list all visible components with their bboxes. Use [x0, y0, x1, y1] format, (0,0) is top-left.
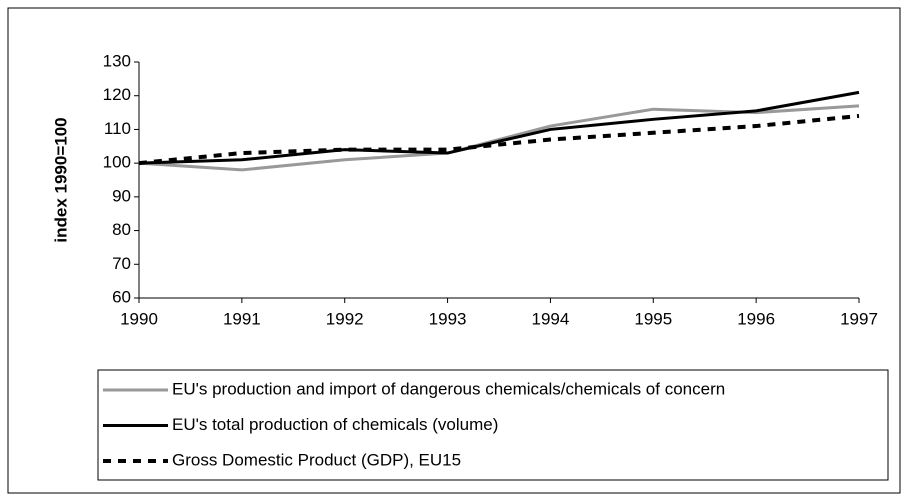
y-tick-label: 60	[112, 287, 131, 306]
x-tick-label: 1997	[840, 309, 878, 328]
y-tick-label: 120	[103, 85, 131, 104]
legend-label: EU's production and import of dangerous …	[172, 379, 725, 398]
y-tick-label: 110	[104, 119, 131, 138]
y-tick-label: 100	[103, 153, 131, 172]
x-tick-label: 1991	[223, 309, 261, 328]
x-tick-label: 1996	[737, 309, 775, 328]
y-tick-label: 80	[112, 220, 131, 239]
y-tick-label: 90	[112, 186, 131, 205]
y-tick-label: 130	[103, 51, 131, 70]
x-tick-label: 1993	[429, 309, 467, 328]
legend-label: Gross Domestic Product (GDP), EU15	[172, 450, 461, 469]
series-line	[138, 90, 860, 165]
x-tick-label: 1994	[532, 309, 570, 328]
y-axis-label: index 1990=100	[51, 117, 70, 242]
x-tick-label: 1995	[634, 309, 672, 328]
legend-label: EU's total production of chemicals (volu…	[172, 415, 498, 434]
y-tick-label: 70	[112, 254, 131, 273]
legend	[97, 369, 889, 481]
x-tick-label: 1992	[326, 309, 364, 328]
x-tick-label: 1990	[120, 309, 158, 328]
series-line	[138, 113, 860, 166]
